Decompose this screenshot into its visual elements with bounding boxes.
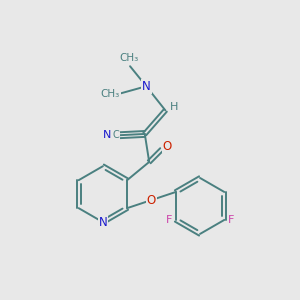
Text: N: N (142, 80, 151, 93)
Text: O: O (147, 194, 156, 207)
Text: C: C (112, 130, 119, 140)
Text: CH₃: CH₃ (101, 88, 120, 99)
Text: N: N (103, 130, 111, 140)
Text: O: O (163, 140, 172, 152)
Text: F: F (166, 215, 172, 225)
Text: F: F (228, 215, 234, 225)
Text: N: N (98, 216, 107, 229)
Text: CH₃: CH₃ (120, 53, 139, 63)
Text: H: H (170, 102, 178, 112)
